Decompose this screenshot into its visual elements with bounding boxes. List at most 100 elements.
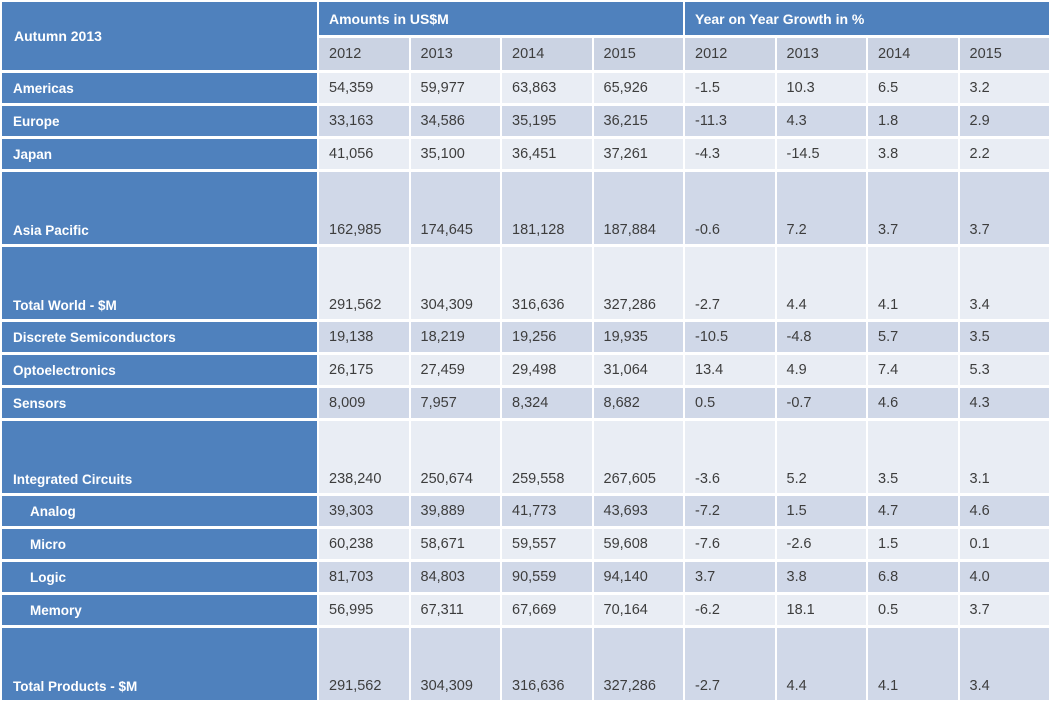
row-label-cell: Integrated Circuits: [2, 421, 317, 493]
amount-cell: 250,674: [410, 421, 500, 493]
growth-cell: 5.2: [776, 421, 866, 493]
row-label: Japan: [13, 146, 53, 162]
growth-cell: 1.5: [868, 529, 958, 559]
amount-cell: 34,586: [410, 106, 500, 136]
row-label: Discrete Semiconductors: [13, 329, 176, 345]
growth-cell: -7.6: [685, 529, 775, 559]
row-label-cell: Analog: [2, 496, 317, 526]
growth-cell: 4.4: [776, 247, 866, 319]
amount-cell: 81,703: [319, 562, 409, 592]
row-label-cell: Americas: [2, 73, 317, 103]
row-label-cell: Sensors: [2, 388, 317, 418]
table-row: Analog 39,303 39,889 41,773 43,693 -7.2 …: [2, 496, 1049, 526]
growth-cell: -10.5: [685, 322, 775, 352]
amount-cell: 174,645: [410, 172, 500, 244]
table-header: Autumn 2013 Amounts in US$M Year on Year…: [2, 2, 1049, 70]
year-header-cell: 2012: [685, 38, 775, 70]
year-header-cell: 2013: [410, 38, 500, 70]
amount-cell: 327,286: [593, 247, 683, 319]
amount-cell: 36,451: [502, 139, 592, 169]
amount-cell: 84,803: [410, 562, 500, 592]
amount-cell: 19,256: [502, 322, 592, 352]
row-label-cell: Logic: [2, 562, 317, 592]
growth-cell: 13.4: [685, 355, 775, 385]
growth-cell: 1.8: [868, 106, 958, 136]
amount-cell: 35,195: [502, 106, 592, 136]
amount-cell: 327,286: [593, 628, 683, 700]
table-row: Integrated Circuits 238,240 250,674 259,…: [2, 421, 1049, 493]
growth-cell: 3.7: [959, 172, 1049, 244]
year-header-cell: 2015: [959, 38, 1049, 70]
amount-cell: 41,056: [319, 139, 409, 169]
row-label: Total World - $M: [13, 298, 117, 313]
growth-cell: 4.0: [959, 562, 1049, 592]
amount-cell: 70,164: [593, 595, 683, 625]
growth-cell: -4.3: [685, 139, 775, 169]
year-header-cell: 2014: [868, 38, 958, 70]
growth-cell: 3.2: [959, 73, 1049, 103]
amount-cell: 54,359: [319, 73, 409, 103]
row-label-cell: Europe: [2, 106, 317, 136]
growth-cell: -2.6: [776, 529, 866, 559]
row-label-cell: Discrete Semiconductors: [2, 322, 317, 352]
row-label-cell: Asia Pacific: [2, 172, 317, 244]
amount-cell: 94,140: [593, 562, 683, 592]
amount-cell: 8,324: [502, 388, 592, 418]
growth-cell: 3.7: [959, 595, 1049, 625]
growth-cell: 3.8: [776, 562, 866, 592]
row-label: Total Products - $M: [13, 679, 138, 694]
amount-cell: 7,957: [410, 388, 500, 418]
amount-cell: 316,636: [502, 247, 592, 319]
amount-cell: 181,128: [502, 172, 592, 244]
amount-cell: 162,985: [319, 172, 409, 244]
growth-cell: 4.6: [868, 388, 958, 418]
table-row: Optoelectronics 26,175 27,459 29,498 31,…: [2, 355, 1049, 385]
amount-cell: 291,562: [319, 247, 409, 319]
growth-cell: 3.8: [868, 139, 958, 169]
row-label: Asia Pacific: [13, 223, 89, 238]
table-row: Logic 81,703 84,803 90,559 94,140 3.7 3.…: [2, 562, 1049, 592]
growth-cell: -2.7: [685, 628, 775, 700]
amounts-group-header: Amounts in US$M: [319, 2, 683, 35]
amount-cell: 65,926: [593, 73, 683, 103]
amount-cell: 35,100: [410, 139, 500, 169]
year-header-cell: 2014: [502, 38, 592, 70]
growth-cell: 7.2: [776, 172, 866, 244]
row-label: Europe: [13, 113, 60, 129]
table-title: Autumn 2013: [2, 2, 317, 70]
growth-cell: 3.1: [959, 421, 1049, 493]
amount-cell: 90,559: [502, 562, 592, 592]
growth-cell: -6.2: [685, 595, 775, 625]
group-header-row: Amounts in US$M Year on Year Growth in %: [319, 2, 1049, 35]
growth-cell: 4.9: [776, 355, 866, 385]
amount-cell: 259,558: [502, 421, 592, 493]
amount-cell: 56,995: [319, 595, 409, 625]
growth-cell: -11.3: [685, 106, 775, 136]
growth-cell: -14.5: [776, 139, 866, 169]
growth-cell: -4.8: [776, 322, 866, 352]
growth-cell: 3.5: [959, 322, 1049, 352]
growth-cell: 4.6: [959, 496, 1049, 526]
row-label-cell: Total Products - $M: [2, 628, 317, 700]
amount-cell: 304,309: [410, 628, 500, 700]
amount-cell: 26,175: [319, 355, 409, 385]
growth-cell: 4.3: [776, 106, 866, 136]
amount-cell: 187,884: [593, 172, 683, 244]
row-label: Memory: [30, 602, 82, 618]
amount-cell: 59,608: [593, 529, 683, 559]
row-label: Integrated Circuits: [13, 472, 133, 487]
growth-cell: 1.5: [776, 496, 866, 526]
growth-group-header: Year on Year Growth in %: [685, 2, 1049, 35]
growth-cell: 4.3: [959, 388, 1049, 418]
amount-cell: 31,064: [593, 355, 683, 385]
amount-cell: 67,311: [410, 595, 500, 625]
table-row: Americas 54,359 59,977 63,863 65,926 -1.…: [2, 73, 1049, 103]
header-right: Amounts in US$M Year on Year Growth in %…: [319, 2, 1049, 70]
amount-cell: 43,693: [593, 496, 683, 526]
growth-cell: 3.7: [685, 562, 775, 592]
growth-cell: 2.2: [959, 139, 1049, 169]
amount-cell: 59,977: [410, 73, 500, 103]
year-header-row: 2012 2013 2014 2015 2012 2013 2014 2015: [319, 38, 1049, 70]
row-label-cell: Total World - $M: [2, 247, 317, 319]
growth-cell: 4.4: [776, 628, 866, 700]
